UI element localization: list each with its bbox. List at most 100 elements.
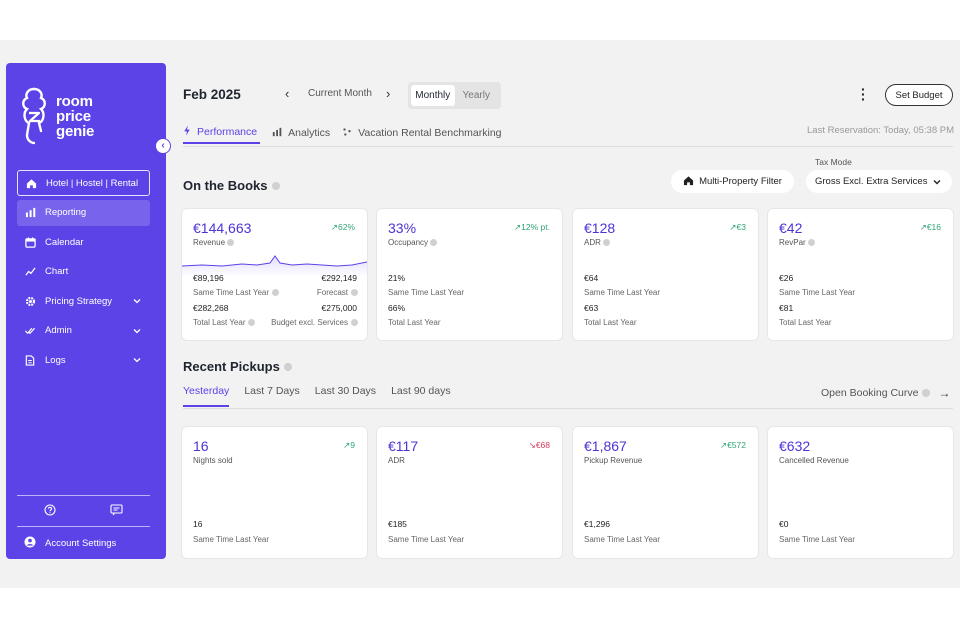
sidebar-nav: Hotel | Hostel | Rental Reporting Calend… (17, 170, 150, 377)
sidebar-item-label: Logs (45, 354, 66, 366)
revpar-card[interactable]: €42 ↗€16 RevPar €26 Same Time Last Year … (768, 209, 953, 340)
tab-analytics[interactable]: Analytics (272, 122, 330, 144)
account-settings-link[interactable]: Account Settings (24, 536, 116, 551)
pickup-adr-stly-value: €185 (388, 519, 407, 529)
pickup-revenue-stly-label: Same Time Last Year (584, 535, 661, 544)
revenue-stly-label: Same Time Last Year (193, 288, 280, 297)
sidebar-item-admin[interactable]: Admin (17, 318, 150, 344)
last-reservation-text: Last Reservation: Today, 05:38 PM (807, 125, 954, 136)
tab-performance[interactable]: Performance (183, 122, 261, 144)
calendar-icon (24, 236, 36, 248)
info-icon[interactable] (271, 181, 280, 190)
pickup-adr-card[interactable]: €117 ↘€68 ADR €185 Same Time Last Year (377, 427, 562, 558)
tab-last-7-days[interactable]: Last 7 Days (244, 385, 300, 397)
sidebar-utility-icons (17, 504, 150, 516)
sidebar: room price genie ‹ Hotel | Hostel | Rent… (6, 63, 171, 559)
sidebar-item-label: Hotel | Hostel | Rental (46, 177, 139, 189)
nights-sold-stly-label: Same Time Last Year (193, 535, 270, 544)
chevron-down-icon (133, 299, 141, 304)
home-icon (683, 175, 694, 189)
info-icon[interactable] (807, 239, 815, 246)
collapse-sidebar-button[interactable]: ‹ (155, 138, 171, 154)
pickup-adr-label: ADR (388, 456, 405, 465)
occupancy-value: 33% (388, 220, 417, 236)
tax-mode-label: Tax Mode (815, 157, 852, 167)
home-icon (25, 177, 37, 189)
open-booking-curve-link[interactable]: Open Booking Curve → (821, 386, 951, 400)
sidebar-item-calendar[interactable]: Calendar (17, 229, 150, 255)
adr-card[interactable]: €128 ↗€3 ADR €64 Same Time Last Year €63… (573, 209, 758, 340)
current-period: Feb 2025 (183, 87, 241, 102)
sidebar-divider (17, 526, 150, 527)
adr-value: €128 (584, 220, 616, 236)
set-budget-button[interactable]: Set Budget (885, 84, 953, 106)
user-avatar-icon (24, 536, 36, 551)
next-month-button[interactable]: › (386, 86, 391, 101)
info-icon[interactable] (351, 319, 358, 326)
info-icon[interactable] (922, 389, 931, 397)
occupancy-delta: ↗12% pt. (514, 222, 550, 232)
revpar-stly-label: Same Time Last Year (779, 288, 856, 297)
nights-sold-value: 16 (193, 438, 209, 454)
sidebar-item-logs[interactable]: Logs (17, 347, 150, 373)
revenue-sparkline (182, 255, 367, 277)
current-month-button[interactable]: Current Month (308, 88, 372, 99)
tax-mode-select[interactable]: Gross Excl. Extra Services (806, 170, 952, 193)
adr-stly-label: Same Time Last Year (584, 288, 661, 297)
revenue-tly-value: €282,268 (193, 303, 229, 313)
trend-up-icon: ↗ (729, 222, 737, 232)
pickup-revenue-card[interactable]: €1,867 ↗€572 Pickup Revenue €1,296 Same … (573, 427, 758, 558)
sidebar-item-property-type[interactable]: Hotel | Hostel | Rental (17, 170, 150, 196)
nights-sold-delta: ↗9 (343, 440, 355, 450)
revpar-delta: ↗€16 (919, 222, 941, 232)
occupancy-label: Occupancy (388, 238, 438, 247)
previous-month-button[interactable]: ‹ (285, 86, 290, 101)
yearly-toggle[interactable]: Yearly (462, 90, 490, 101)
tab-vacation-rental-benchmarking[interactable]: Vacation Rental Benchmarking (342, 122, 502, 144)
period-toggle: Monthly Yearly (408, 82, 501, 109)
adr-tly-value: €63 (584, 303, 599, 313)
brand-logo[interactable]: room price genie (18, 87, 94, 145)
nights-sold-card[interactable]: 16 ↗9 Nights sold 16 Same Time Last Year (182, 427, 367, 558)
tab-last-30-days[interactable]: Last 30 Days (314, 385, 377, 397)
pickup-adr-value: €117 (388, 438, 419, 454)
chat-icon[interactable] (110, 504, 123, 516)
cancelled-revenue-card[interactable]: €632 Cancelled Revenue €0 Same Time Last… (768, 427, 953, 558)
info-icon[interactable] (351, 289, 358, 296)
info-icon[interactable] (272, 289, 280, 296)
monthly-toggle[interactable]: Monthly (411, 85, 455, 106)
info-icon[interactable] (283, 362, 292, 371)
info-icon[interactable] (227, 239, 235, 246)
pickup-tabs-divider (183, 408, 953, 409)
pickup-revenue-label: Pickup Revenue (584, 456, 643, 465)
info-icon[interactable] (248, 319, 256, 326)
main-tabs: Performance Analytics Vacation Rental Be… (183, 122, 514, 144)
multi-property-filter-button[interactable]: Multi-Property Filter (671, 170, 794, 193)
info-icon[interactable] (602, 239, 610, 246)
tab-yesterday[interactable]: Yesterday (183, 385, 230, 407)
revenue-budget-label: Budget excl. Services (271, 318, 358, 327)
chevron-down-icon (933, 180, 941, 185)
nights-sold-stly-value: 16 (193, 519, 203, 529)
revenue-card[interactable]: €144,663 ↗62% Revenue €89,196 €292,149 S… (182, 209, 367, 340)
line-chart-icon (24, 266, 36, 278)
revenue-label: Revenue (193, 238, 235, 247)
pickup-revenue-delta: ↗€572 (719, 440, 746, 450)
trend-up-icon: ↗ (719, 440, 728, 450)
sidebar-item-pricing-strategy[interactable]: Pricing Strategy (17, 288, 150, 314)
sidebar-item-chart[interactable]: Chart (17, 259, 150, 285)
trend-up-icon: ↗ (330, 222, 338, 232)
gear-icon (24, 295, 36, 307)
tab-last-90-days[interactable]: Last 90 days (391, 385, 451, 397)
on-the-books-title: On the Books (183, 178, 280, 193)
bolt-icon (183, 125, 191, 139)
occupancy-stly-value: 21% (388, 273, 406, 283)
revenue-value: €144,663 (193, 220, 252, 236)
occupancy-card[interactable]: 33% ↗12% pt. Occupancy 21% Same Time Las… (377, 209, 562, 340)
sidebar-item-reporting[interactable]: Reporting (17, 199, 150, 226)
help-icon[interactable] (44, 504, 56, 516)
info-icon[interactable] (430, 239, 438, 246)
nights-sold-label: Nights sold (193, 456, 233, 465)
more-options-icon[interactable]: · · · (861, 81, 866, 107)
chevron-down-icon (133, 328, 141, 333)
